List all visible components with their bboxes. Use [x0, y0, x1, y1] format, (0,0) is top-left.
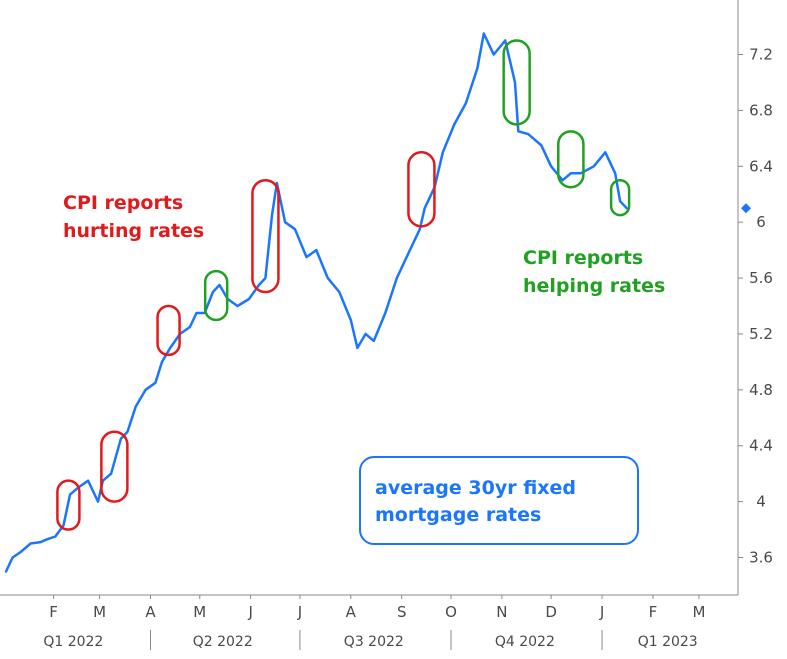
quarter-label: Q2 2022 [193, 634, 253, 650]
y-tick-label: 4.4 [749, 437, 773, 455]
helping-annotation-line1: CPI reports [523, 247, 643, 269]
hurting-annotation: CPI reports hurting rates [63, 192, 204, 242]
legend-box: average 30yr fixed mortgage rates [359, 456, 639, 545]
x-tick-label: O [445, 603, 457, 621]
y-tick-label: 4 [756, 493, 766, 511]
cpi-helping-marker [609, 179, 631, 217]
cpi-helping-marker [502, 39, 531, 126]
x-axis-quarters: Q1 2022 Q2 2022 Q3 2022 Q4 2022 Q1 2023 [43, 630, 698, 650]
cpi-hurting-marker [156, 304, 181, 357]
x-tick-label: J [247, 603, 252, 621]
x-tick-label: J [599, 603, 604, 621]
y-axis-ticks: 3.6 4 4.4 4.8 5.2 5.6 6 6.4 6.8 7.2 [738, 46, 773, 567]
quarter-label: Q4 2022 [495, 634, 555, 650]
latest-value-marker [741, 203, 751, 214]
x-tick-label: J [297, 603, 302, 621]
cpi-hurting-marker [251, 179, 280, 294]
y-tick-label: 5.6 [749, 269, 773, 287]
y-tick-label: 6.4 [749, 157, 773, 175]
y-tick-label: 3.6 [749, 549, 773, 567]
legend-box-frame [359, 456, 639, 545]
x-tick-label: S [397, 603, 407, 621]
cpi-hurting-marker [56, 479, 81, 531]
x-tick-label: D [545, 603, 557, 621]
quarter-label: Q3 2022 [344, 634, 404, 650]
legend-box-line2: mortgage rates [375, 504, 541, 526]
hurting-annotation-line1: CPI reports [63, 192, 183, 214]
quarter-label: Q1 2023 [638, 634, 698, 650]
legend-box-line1: average 30yr fixed [375, 477, 576, 499]
y-tick-label: 6 [756, 213, 766, 231]
x-tick-label: N [496, 603, 507, 621]
y-tick-label: 6.8 [749, 101, 773, 119]
x-tick-label: A [346, 603, 357, 621]
chart-axes [0, 0, 739, 596]
x-tick-label: M [692, 603, 705, 621]
cpi-helping-marker [557, 130, 585, 189]
helping-annotation-line2: helping rates [523, 275, 665, 297]
hurting-annotation-line2: hurting rates [63, 220, 204, 242]
cpi-hurting-marker [407, 151, 436, 228]
x-tick-label: M [193, 603, 206, 621]
x-tick-label: A [145, 603, 156, 621]
y-tick-label: 7.2 [749, 46, 773, 64]
cpi-hurting-marker [100, 430, 129, 503]
x-tick-label: F [649, 603, 658, 621]
quarter-label: Q1 2022 [43, 634, 103, 650]
x-tick-label: M [93, 603, 106, 621]
y-tick-label: 4.8 [749, 381, 773, 399]
cpi-helping-marker [203, 269, 229, 322]
helping-annotation: CPI reports helping rates [523, 247, 665, 297]
x-tick-label: F [49, 603, 58, 621]
cpi-markers [56, 39, 631, 531]
y-tick-label: 5.2 [749, 325, 773, 343]
